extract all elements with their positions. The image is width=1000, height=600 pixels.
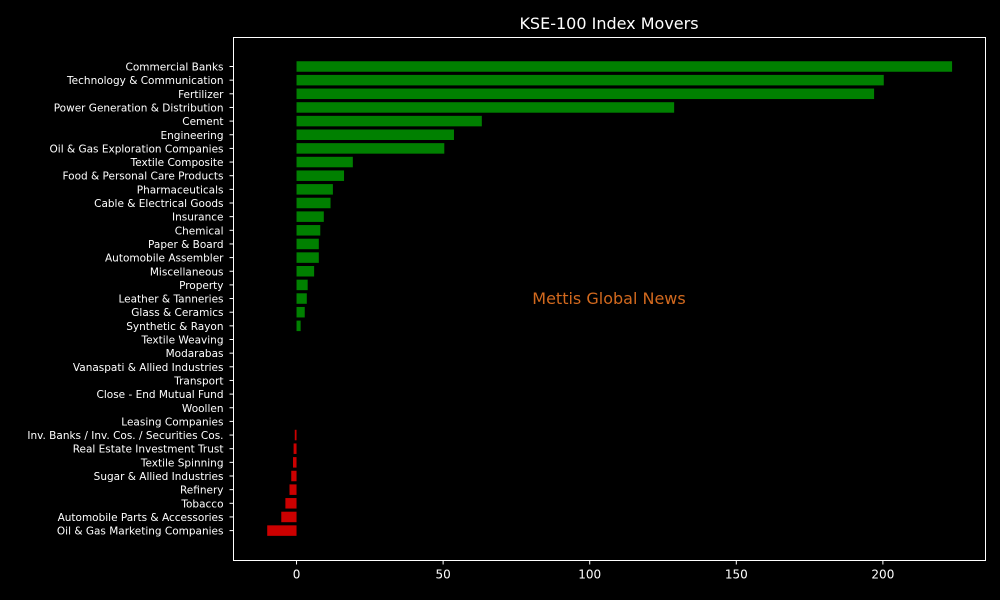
- y-tick-label: Sugar & Allied Industries: [94, 471, 224, 483]
- bar: [296, 279, 308, 291]
- y-tick-label: Automobile Assembler: [105, 253, 224, 265]
- x-tick-label: 100: [578, 568, 601, 582]
- bar: [294, 429, 297, 441]
- bar: [291, 470, 297, 482]
- y-tick-label: Power Generation & Distribution: [54, 102, 224, 114]
- bar: [296, 225, 321, 236]
- watermark-text: Mettis Global News: [532, 289, 685, 308]
- y-tick-label: Oil & Gas Marketing Companies: [57, 526, 224, 538]
- chart-title: KSE-100 Index Movers: [519, 14, 698, 33]
- x-tick-label: 150: [725, 568, 748, 582]
- y-tick-label: Textile Weaving: [141, 335, 224, 347]
- y-tick-label: Pharmaceuticals: [137, 184, 224, 196]
- bar: [296, 129, 454, 140]
- y-tick-label: Insurance: [172, 212, 224, 224]
- bar: [296, 320, 301, 332]
- bar: [296, 252, 319, 263]
- bar: [293, 443, 297, 454]
- y-tick-label: Leasing Companies: [121, 416, 223, 428]
- bar: [296, 61, 953, 72]
- bar: [296, 184, 333, 195]
- x-axis-ticks: 0 50 100 150 200: [293, 560, 894, 582]
- bar: [296, 170, 345, 181]
- bar: [296, 266, 315, 277]
- bar: [285, 498, 297, 509]
- bar: [296, 197, 331, 209]
- bar: [289, 484, 297, 495]
- y-tick-label: Inv. Banks / Inv. Cos. / Securities Cos.: [27, 430, 223, 442]
- bar: [296, 74, 884, 86]
- y-tick-label: Property: [179, 280, 223, 292]
- y-tick-label: Glass & Ceramics: [131, 307, 223, 319]
- y-tick-label: Technology & Communication: [66, 75, 223, 87]
- y-tick-label: Tobacco: [180, 498, 223, 510]
- bar: [267, 525, 297, 536]
- bar: [293, 457, 297, 468]
- y-tick-label: Close - End Mutual Fund: [97, 389, 224, 401]
- y-tick-label: Transport: [173, 375, 223, 387]
- bar: [296, 115, 482, 127]
- y-tick-label: Fertilizer: [178, 89, 224, 101]
- bar: [296, 143, 445, 154]
- y-tick-label: Real Estate Investment Trust: [73, 444, 224, 456]
- y-tick-label: Commercial Banks: [126, 62, 224, 74]
- x-tick-label: 50: [435, 568, 450, 582]
- y-tick-label: Modarabas: [166, 348, 224, 360]
- y-tick-label: Woollen: [182, 403, 224, 415]
- x-tick-label: 0: [293, 568, 301, 582]
- bar: [281, 511, 297, 523]
- bar: [296, 211, 324, 222]
- y-tick-label: Oil & Gas Exploration Companies: [50, 143, 224, 155]
- bar: [296, 102, 675, 113]
- bar: [296, 293, 307, 304]
- y-tick-label: Paper & Board: [148, 239, 223, 251]
- y-tick-label: Textile Composite: [130, 157, 224, 169]
- y-tick-label: Textile Spinning: [140, 457, 224, 469]
- bars-layer: [267, 61, 953, 536]
- y-tick-label: Synthetic & Rayon: [126, 321, 223, 333]
- bar: [296, 238, 319, 250]
- y-tick-label: Chemical: [175, 225, 224, 237]
- y-tick-label: Engineering: [161, 130, 224, 142]
- bar: [296, 306, 305, 318]
- y-tick-label: Vanaspati & Allied Industries: [73, 362, 224, 374]
- y-tick-label: Cable & Electrical Goods: [94, 198, 223, 210]
- y-tick-label: Automobile Parts & Accessories: [58, 512, 224, 524]
- y-tick-label: Miscellaneous: [150, 266, 224, 278]
- bar: [296, 88, 875, 100]
- y-tick-label: Refinery: [180, 485, 224, 497]
- y-tick-label: Leather & Tanneries: [118, 294, 223, 306]
- y-tick-label: Cement: [182, 116, 223, 128]
- x-tick-label: 200: [871, 568, 894, 582]
- y-tick-label: Food & Personal Care Products: [62, 171, 223, 183]
- bar: [296, 156, 353, 168]
